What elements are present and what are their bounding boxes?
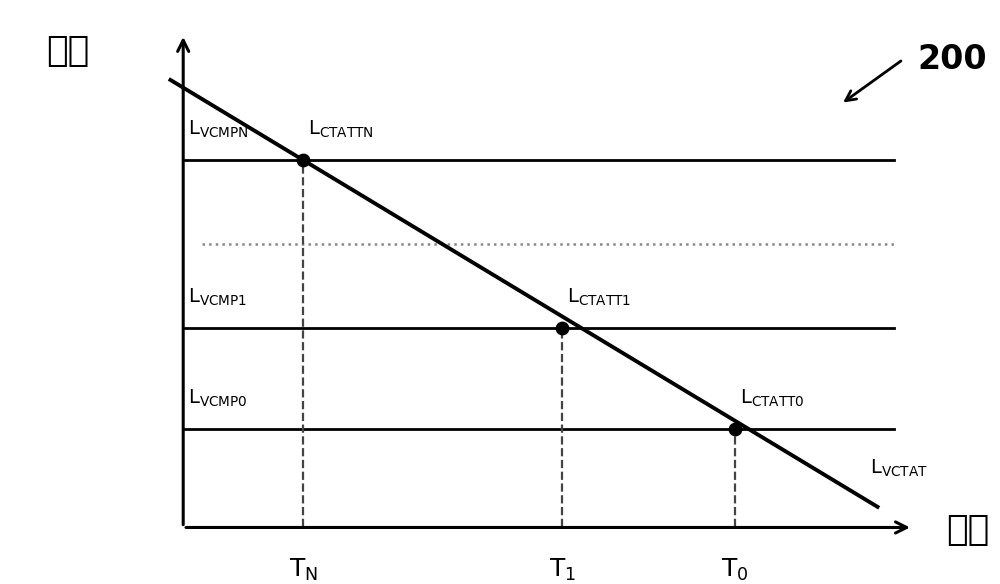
Text: 200: 200 <box>918 43 987 75</box>
Text: $\mathsf{L_{VCMPN}}$: $\mathsf{L_{VCMPN}}$ <box>188 119 249 140</box>
Text: 温度: 温度 <box>946 513 990 547</box>
Text: $\mathsf{L_{VCMP0}}$: $\mathsf{L_{VCMP0}}$ <box>188 388 248 409</box>
Text: $\mathsf{T_1}$: $\mathsf{T_1}$ <box>549 557 576 583</box>
Text: $\mathsf{L_{CTATT0}}$: $\mathsf{L_{CTATT0}}$ <box>740 388 805 409</box>
Text: $\mathsf{T_N}$: $\mathsf{T_N}$ <box>289 557 318 583</box>
Text: $\mathsf{L_{CTATTN}}$: $\mathsf{L_{CTATTN}}$ <box>308 119 374 140</box>
Text: 电压: 电压 <box>46 34 90 68</box>
Text: $\mathsf{L_{VCMP1}}$: $\mathsf{L_{VCMP1}}$ <box>188 287 247 308</box>
Text: $\mathsf{L_{VCTAT}}$: $\mathsf{L_{VCTAT}}$ <box>870 458 928 479</box>
Text: $\mathsf{T_0}$: $\mathsf{T_0}$ <box>721 557 749 583</box>
Text: $\mathsf{L_{CTATT1}}$: $\mathsf{L_{CTATT1}}$ <box>567 287 632 308</box>
